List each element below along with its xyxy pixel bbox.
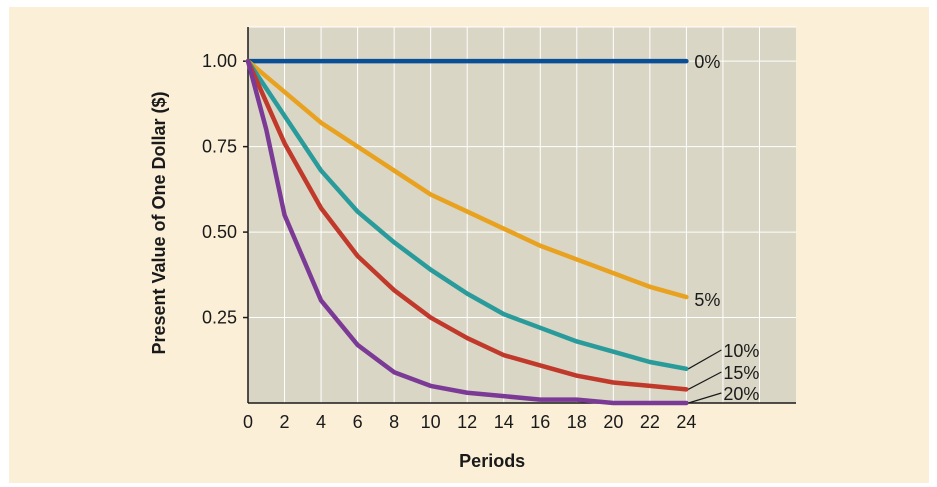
line-chart: 0 2 4 6 8 10 12 14 16 18 20 22 240.250.500.751.00 0%… — [149, 26, 796, 471]
series-label-leader — [688, 392, 722, 404]
series-label-leader — [688, 371, 722, 390]
plot-area — [248, 27, 796, 403]
x-tick-label: 6 — [353, 412, 363, 432]
series-line-10pct — [245, 58, 689, 372]
series-line-15pct — [245, 58, 689, 392]
series-label-leader — [688, 349, 722, 370]
tick-labels: 0 2 4 6 8 10 12 14 16 18 20 22 240.250.500.751.00 — [202, 51, 696, 432]
y-axis-title: Present Value of One Dollar ($) — [149, 91, 169, 354]
x-tick-label: 0 — [243, 412, 253, 432]
y-tick-label: 0.25 — [202, 308, 237, 328]
x-tick-label: 10 — [421, 412, 441, 432]
x-tick-label: 14 — [494, 412, 514, 432]
series-line-5pct — [245, 58, 689, 300]
series-label-15pct: 15% — [723, 363, 759, 383]
series-label-10pct: 10% — [723, 341, 759, 361]
y-tick-label: 0.50 — [202, 222, 237, 242]
x-tick-label: 8 — [389, 412, 399, 432]
series-label-0pct: 0% — [694, 52, 720, 72]
x-tick-label: 4 — [316, 412, 326, 432]
axes — [243, 27, 796, 404]
series-line-20pct — [245, 58, 689, 406]
x-tick-label: 12 — [457, 412, 477, 432]
x-tick-label: 16 — [530, 412, 550, 432]
y-tick-label: 0.75 — [202, 137, 237, 157]
chart-panel: 0 2 4 6 8 10 12 14 16 18 20 22 24 0.25 0.50 0.75 1.00 0%… — [9, 7, 929, 483]
x-tick-label: 22 — [640, 412, 660, 432]
x-tick-label: 24 — [676, 412, 696, 432]
x-tick-label: 20 — [603, 412, 623, 432]
x-axis-title: Periods — [459, 451, 525, 471]
series-label-5pct: 5% — [694, 290, 720, 310]
series-lines — [245, 58, 689, 406]
x-tick-label: 18 — [567, 412, 587, 432]
series-label-20pct: 20% — [723, 384, 759, 404]
x-tick-label: 2 — [280, 412, 290, 432]
series-labels: 0% 5% 10%15%20% — [688, 52, 759, 404]
y-tick-label: 1.00 — [202, 51, 237, 71]
